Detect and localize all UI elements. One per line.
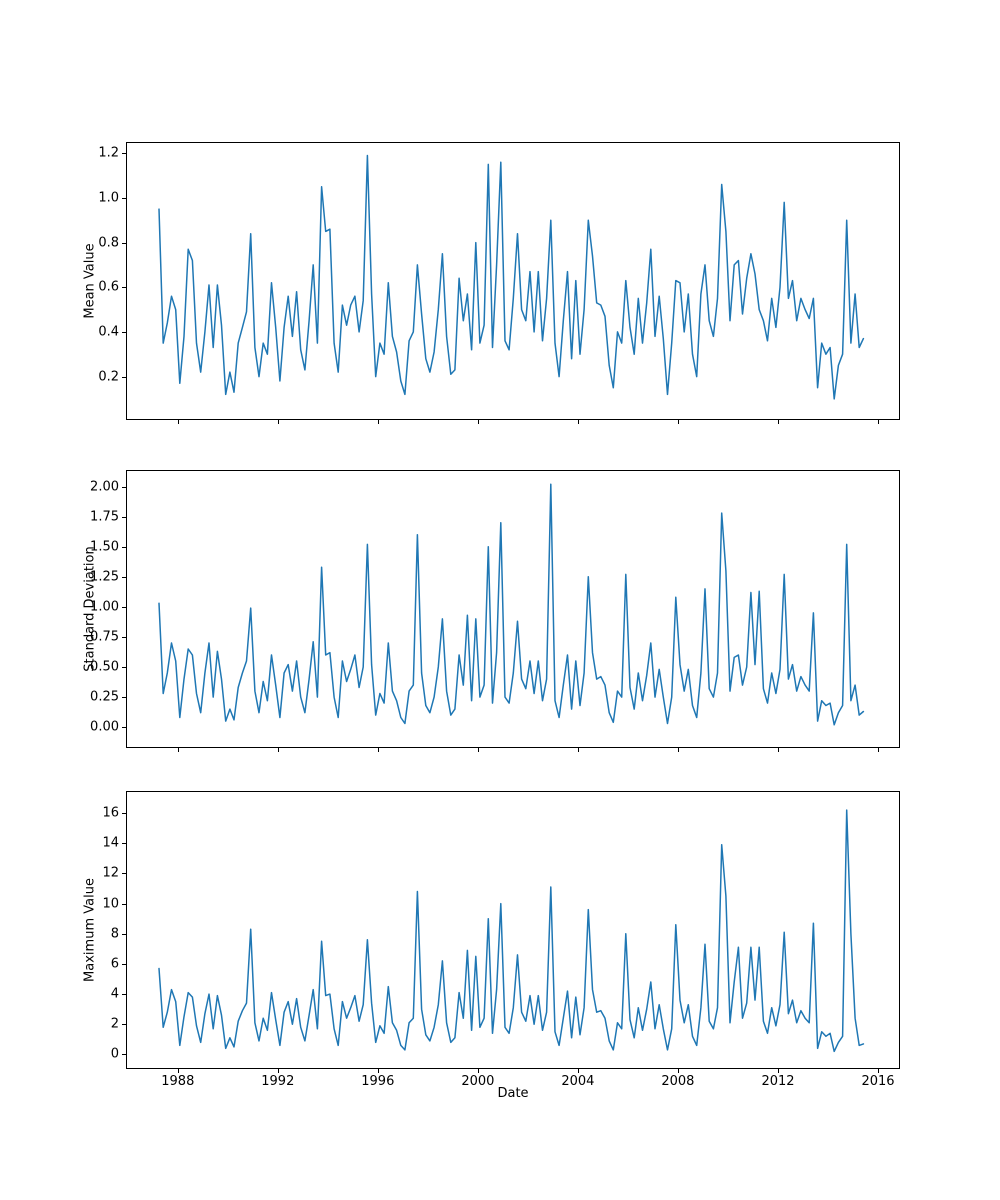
max-series-line (158, 809, 865, 1053)
x-tick-label: 2012 (761, 1074, 795, 1089)
x-tick-mark (778, 1069, 779, 1073)
y-tick-mark (122, 727, 126, 729)
y-tick-label: 0.6 (98, 279, 119, 295)
mean-value-line-plot (158, 154, 865, 400)
x-tick-mark (778, 748, 779, 752)
x-tick-mark (577, 748, 579, 752)
y-tick-label: 0.25 (90, 689, 119, 705)
y-tick-mark (122, 1024, 126, 1026)
x-tick-mark (277, 748, 279, 752)
x-tick-mark (177, 420, 179, 424)
y-tick-label: 2 (110, 1016, 119, 1032)
mean-series-line (158, 154, 865, 400)
x-tick-mark (377, 420, 379, 424)
y-axis-label-standard-deviation: Standard Deviation (82, 546, 98, 672)
x-tick-mark (277, 420, 279, 424)
x-tick-label: 2008 (661, 1074, 695, 1089)
y-tick-label: 1.25 (90, 569, 119, 585)
mean-value-chart: 0.2 0.4 0.6 0.8 1.0 1.2 (98, 142, 900, 424)
y-tick-label: 1.2 (98, 145, 119, 161)
y-tick-mark (122, 994, 126, 996)
y-tick-label: 1.50 (90, 539, 119, 555)
x-tick-mark (677, 420, 679, 424)
x-tick-mark (778, 420, 779, 424)
y-tick-mark (122, 697, 126, 699)
x-axis-label-date: Date (497, 1086, 529, 1101)
y-tick-label: 1.00 (90, 599, 119, 615)
y-tick-mark (122, 376, 126, 378)
x-tick-mark (577, 1069, 579, 1073)
y-tick-mark (122, 331, 126, 333)
y-tick-mark (122, 197, 126, 199)
x-tick-mark (477, 748, 479, 752)
y-tick-label: 16 (102, 805, 119, 821)
standard-deviation-line-plot (158, 483, 865, 726)
y-tick-mark (122, 153, 126, 155)
x-tick-mark (477, 420, 479, 424)
y-tick-mark (122, 486, 126, 488)
y-tick-mark (122, 813, 126, 815)
x-tick-mark (177, 1069, 179, 1073)
x-tick-mark (577, 420, 579, 424)
y-tick-label: 14 (102, 835, 119, 851)
x-tick-mark (878, 748, 879, 752)
x-tick-label: 1996 (361, 1074, 395, 1089)
y-tick-label: 1.75 (90, 509, 119, 525)
x-tick-label: 2004 (561, 1074, 595, 1089)
y-tick-label: 0.8 (98, 235, 119, 251)
y-tick-label: 0.50 (90, 659, 119, 675)
x-tick-mark (177, 748, 179, 752)
y-tick-mark (122, 287, 126, 289)
x-tick-mark (377, 1069, 379, 1073)
x-tick-mark (677, 1069, 679, 1073)
y-tick-mark (122, 843, 126, 845)
y-tick-label: 0.00 (90, 719, 119, 735)
y-tick-mark (122, 1054, 126, 1056)
y-tick-mark (122, 546, 126, 548)
y-tick-mark (122, 576, 126, 578)
y-axis-label-mean-value: Mean Value (82, 243, 98, 319)
y-tick-mark (122, 667, 126, 668)
y-tick-mark (122, 516, 126, 518)
y-tick-label: 12 (102, 865, 119, 881)
y-tick-label: 0 (110, 1046, 119, 1062)
x-tick-label: 2000 (461, 1074, 495, 1089)
y-tick-label: 6 (110, 956, 119, 972)
x-tick-label: 1988 (161, 1074, 195, 1089)
y-tick-label: 4 (110, 986, 119, 1002)
y-axis-label-maximum-value: Maximum Value (82, 878, 98, 982)
maximum-value-chart: 0 2 4 6 8 10 12 14 16 1988 1992 1996 2000 2004 2008 201… (102, 791, 900, 1088)
maximum-value-line-plot (158, 809, 865, 1053)
y-tick-label: 0.2 (98, 369, 119, 385)
y-tick-mark (122, 242, 126, 244)
y-tick-mark (122, 963, 126, 965)
x-tick-mark (477, 1069, 479, 1073)
x-tick-mark (377, 748, 379, 752)
x-tick-label: 1992 (261, 1074, 295, 1089)
y-tick-mark (122, 606, 126, 608)
y-tick-mark (122, 873, 126, 875)
y-tick-label: 1.0 (98, 190, 119, 206)
x-tick-label: 2016 (861, 1074, 895, 1089)
x-tick-mark (878, 1069, 879, 1073)
y-tick-label: 2.00 (90, 479, 119, 495)
y-tick-label: 0.75 (90, 629, 119, 645)
y-tick-mark (122, 637, 126, 638)
y-tick-label: 10 (102, 896, 119, 912)
std-series-line (158, 483, 865, 726)
y-tick-mark (122, 903, 126, 905)
x-tick-mark (277, 1069, 279, 1073)
standard-deviation-chart: 0.00 0.25 0.50 0.75 1.00 1.25 1.50 1.75 2.00 (90, 470, 900, 752)
y-tick-label: 0.4 (98, 324, 119, 340)
y-tick-mark (122, 933, 126, 935)
x-tick-mark (677, 748, 679, 752)
y-tick-label: 8 (110, 926, 119, 942)
x-tick-mark (878, 420, 879, 424)
